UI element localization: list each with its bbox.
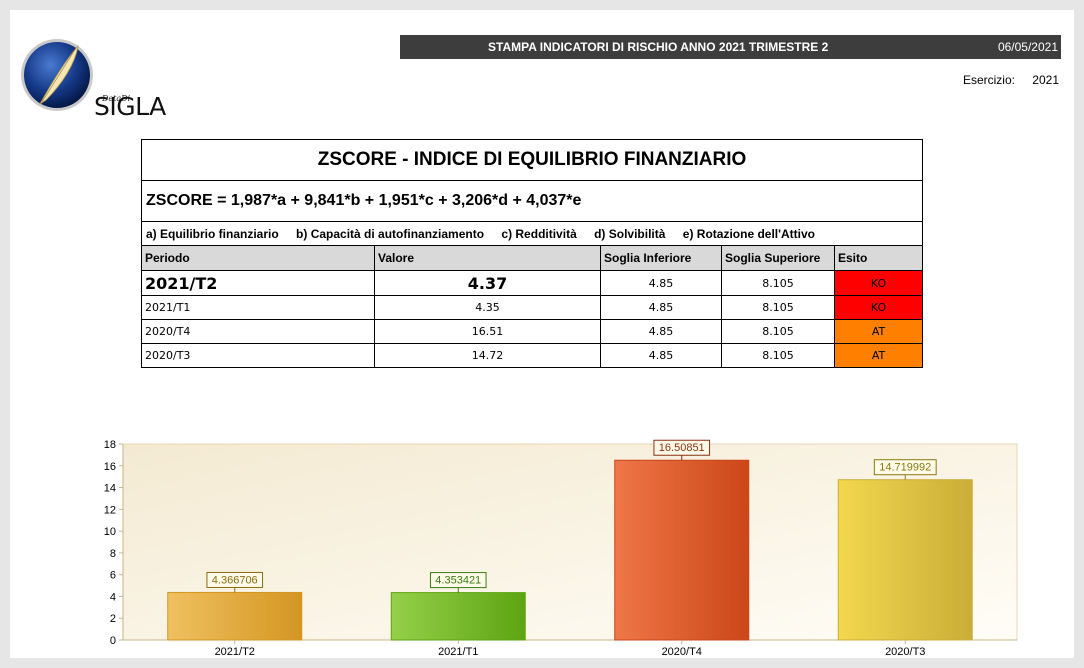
soglia-superiore-cell: 8.105 — [721, 295, 835, 320]
valore-cell: 4.35 — [374, 295, 601, 320]
periodo-cell: 2020/T3 — [141, 343, 375, 368]
y-tick-label: 0 — [110, 635, 116, 647]
x-tick-label: 2021/T2 — [215, 646, 255, 658]
soglia-inferiore-cell: 4.85 — [600, 270, 722, 296]
y-tick-label: 18 — [104, 439, 116, 451]
data-label-box — [429, 572, 487, 589]
legend-item: a) Equilibrio finanziario — [146, 226, 279, 241]
y-tick-label: 16 — [104, 461, 116, 473]
table-header-row: Periodo Valore Soglia Inferiore Soglia S… — [141, 245, 924, 271]
data-label: 4.353421 — [435, 575, 481, 587]
report-title: STAMPA INDICATORI DI RISCHIO ANNO 2021 T… — [488, 40, 829, 54]
soglia-superiore-cell: 8.105 — [721, 343, 835, 368]
esito-cell: AT — [833, 319, 924, 344]
x-tick-label: 2021/T1 — [438, 646, 478, 658]
y-tick-label: 14 — [104, 483, 116, 495]
table-row: 2020/T4 16.51 4.85 8.105 AT — [141, 319, 924, 344]
zscore-legend: a) Equilibrio finanziario b) Capacità di… — [140, 221, 924, 246]
x-tick-label: 2020/T4 — [662, 646, 702, 658]
zscore-title: ZSCORE - INDICE DI EQUILIBRIO FINANZIARI… — [140, 139, 924, 181]
esito-cell: AT — [833, 343, 924, 368]
report-header-bar: STAMPA INDICATORI DI RISCHIO ANNO 2021 T… — [400, 35, 1061, 59]
data-label-box — [653, 439, 711, 456]
zscore-table: ZSCORE - INDICE DI EQUILIBRIO FINANZIARI… — [140, 139, 924, 368]
table-row: 2020/T3 14.72 4.85 8.105 AT — [141, 343, 924, 368]
valore-cell: 4.37 — [374, 270, 601, 296]
soglia-superiore-cell: 8.105 — [721, 319, 835, 344]
table-row: 2021/T1 4.35 4.85 8.105 KO — [141, 295, 924, 320]
column-header: Soglia Inferiore — [600, 245, 722, 271]
legend-item: c) Redditività — [501, 226, 577, 241]
data-label-box — [206, 571, 264, 588]
table-row: 2021/T2 4.37 4.85 8.105 KO — [141, 270, 924, 296]
y-tick-label: 8 — [110, 548, 116, 560]
bar — [837, 479, 973, 641]
x-tick-label: 2020/T3 — [885, 646, 925, 658]
periodo-cell: 2020/T4 — [141, 319, 375, 344]
column-header: Periodo — [141, 245, 375, 271]
valore-cell: 16.51 — [374, 319, 601, 344]
logo-small-text: DetaDi — [102, 94, 131, 103]
y-tick-label: 10 — [104, 526, 116, 538]
esercizio-label: Esercizio: — [962, 73, 1015, 87]
bar — [614, 459, 750, 641]
zscore-bar-chart: 0 2 4 6 8 10 12 14 16 18 2021/T2 4.366706 2021/T1 4.3… — [80, 423, 1020, 658]
legend-item: e) Rotazione dell'Attivo — [682, 226, 815, 241]
sigla-logo: DetaDi SIGLA — [20, 36, 180, 121]
quill-globe-icon — [21, 39, 93, 111]
y-tick-label: 6 — [110, 570, 116, 582]
data-label: 16.50851 — [659, 442, 705, 454]
data-label: 4.366706 — [212, 574, 258, 586]
report-date: 06/05/2021 — [997, 40, 1058, 54]
legend-item: b) Capacità di autofinanziamento — [296, 226, 485, 241]
soglia-superiore-cell: 8.105 — [721, 270, 835, 296]
soglia-inferiore-cell: 4.85 — [600, 319, 722, 344]
legend-item: d) Solvibilità — [594, 226, 666, 241]
esito-cell: KO — [833, 295, 924, 320]
soglia-inferiore-cell: 4.85 — [600, 343, 722, 368]
report-page: DetaDi SIGLA STAMPA INDICATORI DI RISCHI… — [10, 10, 1074, 658]
chart-svg: 0 2 4 6 8 10 12 14 16 18 2021/T2 4.366706 2021/T1 4.3… — [104, 439, 1018, 658]
column-header: Valore — [374, 245, 601, 271]
zscore-formula: ZSCORE = 1,987*a + 9,841*b + 1,951*c + 3… — [140, 180, 924, 222]
logo-brand-text: SIGLA — [94, 92, 166, 121]
y-tick-label: 12 — [104, 504, 116, 516]
esito-cell: KO — [833, 270, 924, 296]
esercizio-info: Esercizio: 2021 — [963, 73, 1059, 87]
data-label-box — [873, 459, 937, 476]
y-tick-label: 4 — [110, 591, 116, 603]
soglia-inferiore-cell: 4.85 — [600, 295, 722, 320]
column-header: Esito — [833, 245, 924, 271]
periodo-cell: 2021/T1 — [141, 295, 375, 320]
column-header: Soglia Superiore — [721, 245, 835, 271]
valore-cell: 14.72 — [374, 343, 601, 368]
y-tick-label: 2 — [110, 613, 116, 625]
esercizio-value: 2021 — [1032, 73, 1059, 87]
bar — [167, 591, 303, 641]
bar — [390, 592, 526, 641]
data-label: 14.719992 — [879, 462, 931, 474]
periodo-cell: 2021/T2 — [141, 270, 375, 296]
